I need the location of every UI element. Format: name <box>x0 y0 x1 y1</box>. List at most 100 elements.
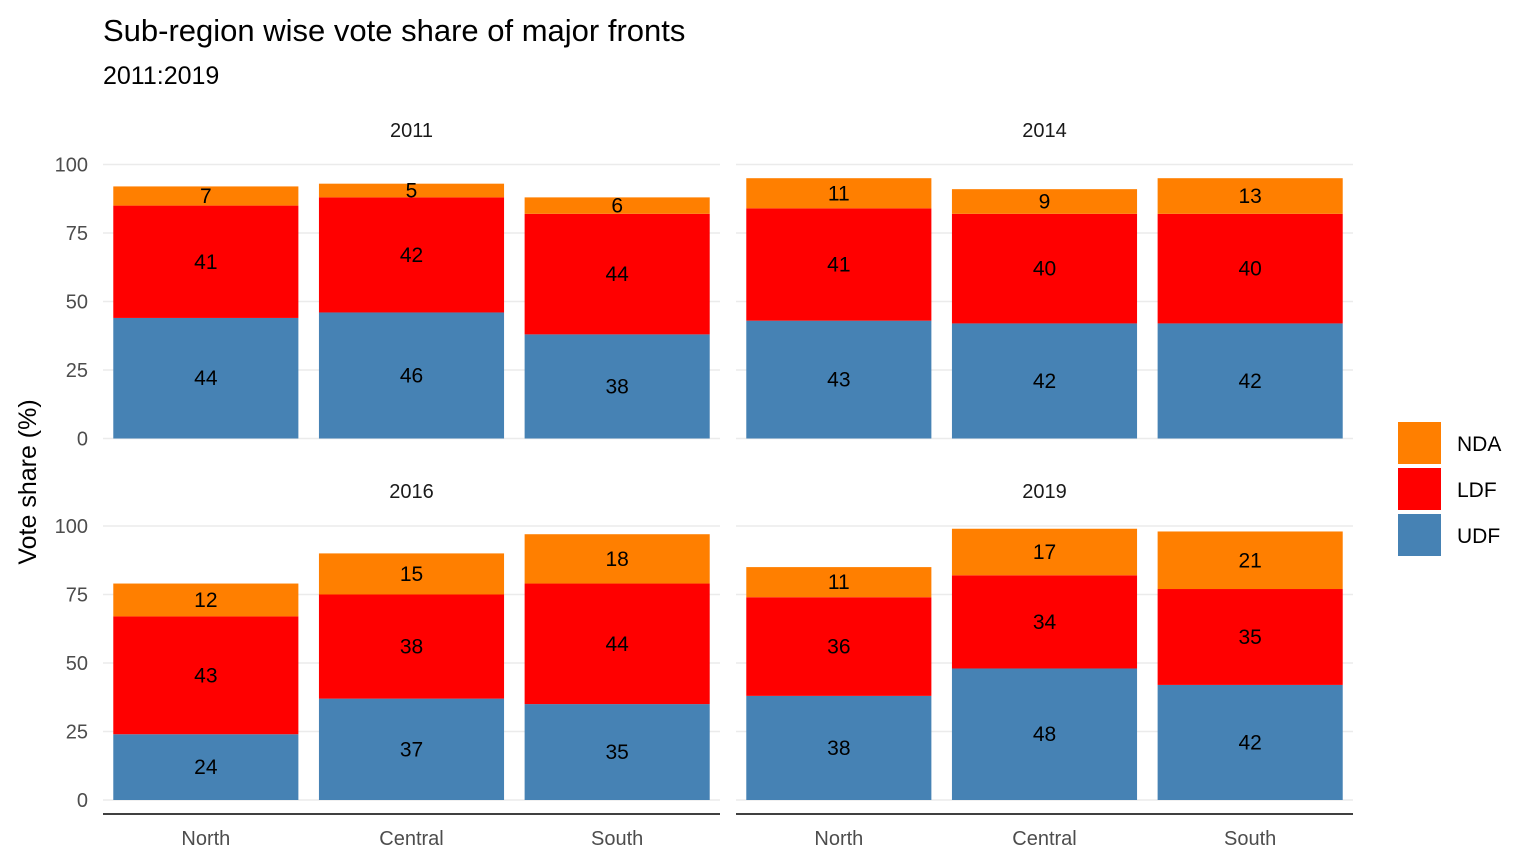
bar-nda <box>951 528 1138 576</box>
x-tick-label: North <box>181 828 230 850</box>
facet-panel-2016: 2016 0 25 50 75 100 24 43 12 North 37 38 15 Central 35… <box>55 481 720 850</box>
bar-value-label: 38 <box>400 636 423 659</box>
bar-nda <box>746 178 932 209</box>
bar-ldf <box>1157 213 1343 324</box>
bar-nda <box>1157 531 1343 590</box>
bar-value-label: 38 <box>827 737 850 760</box>
bar-value-label: 40 <box>1033 258 1056 281</box>
bar-value-label: 11 <box>828 182 850 205</box>
bar-udf <box>746 695 932 800</box>
bar-nda <box>746 567 932 598</box>
bar-value-label: 42 <box>1033 370 1056 393</box>
bar-value-label: 44 <box>605 633 629 656</box>
bar-value-label: 44 <box>605 263 629 286</box>
bar-nda <box>113 583 299 617</box>
bar-value-label: 43 <box>194 664 217 687</box>
legend-swatch-ldf <box>1398 468 1441 510</box>
bar-ldf <box>951 575 1138 669</box>
facet-label: 2011 <box>390 120 433 142</box>
bar-nda <box>524 197 710 214</box>
bar-nda <box>951 189 1138 214</box>
chart-title: Sub-region wise vote share of major fron… <box>103 13 685 48</box>
legend-label: LDF <box>1457 479 1497 502</box>
y-tick-label: 50 <box>66 292 88 314</box>
y-tick-label: 75 <box>66 223 88 245</box>
x-tick-label: North <box>814 828 863 850</box>
bar-value-label: 12 <box>194 589 217 612</box>
facet-label: 2014 <box>1022 120 1067 142</box>
bar-ldf <box>318 594 505 699</box>
facet-panels: 2011 0 25 50 75 100 44 41 7 46 42 5 38 44 6 2014 43 41 11 4… <box>55 120 1353 850</box>
bar-ldf <box>113 205 299 318</box>
bar-value-label: 21 <box>1238 549 1261 572</box>
bar-value-label: 6 <box>611 195 623 218</box>
facet-panel-2014: 2014 43 41 11 42 40 9 42 40 13 <box>736 120 1353 440</box>
bar-value-label: 11 <box>828 571 850 594</box>
legend-swatch-nda <box>1398 422 1441 464</box>
bar-nda <box>318 553 505 595</box>
bar-udf <box>318 312 505 439</box>
facet-panel-2011: 2011 0 25 50 75 100 44 41 7 46 42 5 38 44 6 <box>55 120 720 451</box>
bar-value-label: 37 <box>400 738 423 761</box>
bar-ldf <box>746 597 932 696</box>
bar-udf <box>524 704 710 800</box>
bar-udf <box>1157 323 1343 439</box>
legend-label: UDF <box>1457 525 1500 548</box>
bar-nda <box>1157 178 1343 214</box>
legend-label: NDA <box>1457 433 1501 456</box>
bar-udf <box>951 323 1138 439</box>
bar-udf <box>746 320 932 439</box>
bar-ldf <box>951 213 1138 324</box>
facet-label: 2019 <box>1022 481 1067 503</box>
bar-value-label: 42 <box>1238 370 1261 393</box>
bar-value-label: 48 <box>1033 723 1056 746</box>
bar-value-label: 42 <box>1238 731 1261 754</box>
bar-value-label: 44 <box>194 367 218 390</box>
bar-value-label: 41 <box>194 251 217 274</box>
bar-value-label: 38 <box>605 375 628 398</box>
y-tick-label: 0 <box>77 429 88 451</box>
bar-nda <box>113 186 299 206</box>
bar-udf <box>318 698 505 800</box>
bar-value-label: 43 <box>827 369 850 392</box>
bar-value-label: 24 <box>194 756 218 779</box>
bar-nda <box>318 183 505 198</box>
x-tick-label: Central <box>379 828 443 850</box>
bar-ldf <box>113 616 299 735</box>
bar-value-label: 5 <box>406 180 418 203</box>
bar-value-label: 42 <box>400 244 423 267</box>
y-tick-label: 0 <box>77 790 88 812</box>
x-tick-label: South <box>591 828 643 850</box>
y-axis-label: Vote share (%) <box>14 399 42 564</box>
y-tick-label: 100 <box>55 155 88 177</box>
bar-value-label: 35 <box>1238 626 1261 649</box>
y-tick-label: 75 <box>66 585 88 607</box>
bar-nda <box>524 534 710 584</box>
facet-label: 2016 <box>389 481 434 503</box>
legend-swatch-udf <box>1398 514 1441 556</box>
y-tick-label: 25 <box>66 360 88 382</box>
x-tick-label: South <box>1224 828 1276 850</box>
facet-panel-2019: 2019 38 36 11 North 48 34 17 Central 42 35 21 South <box>736 481 1353 850</box>
bar-value-label: 18 <box>605 548 628 571</box>
bar-value-label: 9 <box>1039 190 1051 213</box>
y-tick-label: 25 <box>66 722 88 744</box>
bar-udf <box>524 334 710 439</box>
bar-ldf <box>1157 589 1343 685</box>
bar-value-label: 17 <box>1033 541 1056 564</box>
y-tick-label: 100 <box>55 516 88 538</box>
bar-value-label: 41 <box>827 254 850 277</box>
bar-value-label: 46 <box>400 364 423 387</box>
y-tick-label: 50 <box>66 653 88 675</box>
bar-ldf <box>318 197 505 313</box>
chart-subtitle: 2011:2019 <box>103 62 219 90</box>
bar-value-label: 13 <box>1238 185 1261 208</box>
bar-ldf <box>746 208 932 321</box>
bar-udf <box>1157 684 1343 800</box>
bar-value-label: 34 <box>1033 611 1057 634</box>
bar-value-label: 36 <box>827 636 850 659</box>
bar-ldf <box>524 213 710 335</box>
bar-value-label: 7 <box>200 185 212 208</box>
bar-ldf <box>524 583 710 705</box>
